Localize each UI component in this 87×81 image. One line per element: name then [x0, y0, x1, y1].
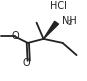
Text: O: O — [22, 58, 30, 68]
Text: NH: NH — [62, 16, 77, 26]
Polygon shape — [44, 21, 58, 39]
Text: O: O — [11, 31, 19, 41]
Text: 2: 2 — [67, 20, 72, 26]
Text: HCl: HCl — [50, 1, 67, 11]
